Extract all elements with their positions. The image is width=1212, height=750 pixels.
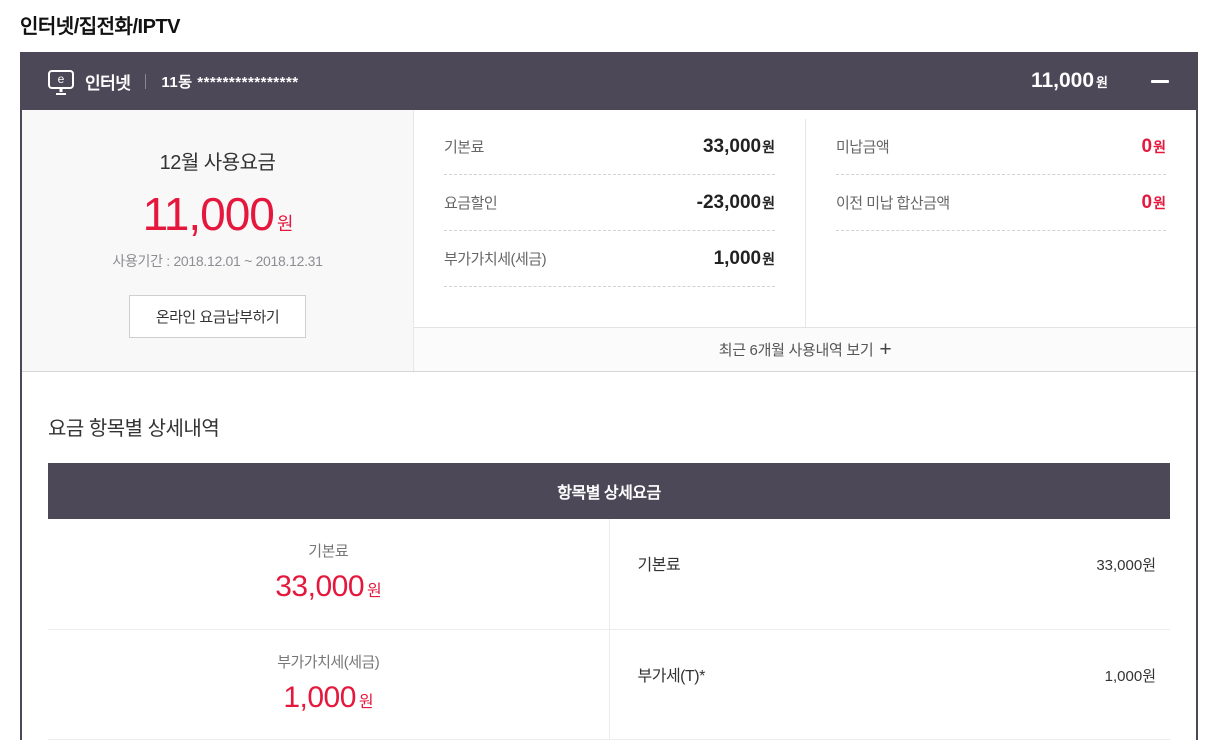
group-cell-basic: 기본료 33,000 원 <box>48 519 610 630</box>
unpaid-value-number: 0 <box>1141 135 1153 157</box>
fee-label: 기본료 <box>444 139 484 156</box>
collapse-minus-icon[interactable] <box>1150 71 1170 91</box>
item-label: 기본료 <box>637 557 681 574</box>
fee-label: 이전 미납 합산금액 <box>836 195 950 212</box>
item-cell-vat: 부가세(T)* 1,000원 <box>609 629 1170 740</box>
group-label: 기본료 <box>308 543 349 560</box>
summary-right: 기본료 33,000원 요금할인 -23,000원 부가가치세(세금) 1,00… <box>414 110 1196 371</box>
detail-section-title: 요금 항목별 상세내역 <box>48 418 220 440</box>
fee-value-unit: 원 <box>762 194 775 211</box>
table-row: 기본료 33,000 원 기본료 33,000원 <box>48 519 1170 630</box>
fee-value-unit: 원 <box>762 138 775 155</box>
unpaid-value-unit: 원 <box>1153 138 1166 155</box>
item-cell-basic: 기본료 33,000원 <box>609 519 1170 630</box>
internet-bill-card: e 인터넷 11동 **************** 11,000 원 12월 사… <box>20 52 1198 740</box>
group-value-unit: 원 <box>358 693 374 711</box>
fee-value-unit: 원 <box>762 250 775 267</box>
fee-value: 1,000원 <box>714 248 775 270</box>
month-usage-title: 12월 사용요금 <box>159 152 276 174</box>
recent-6month-history-link[interactable]: 최근 6개월 사용내역 보기 + <box>414 327 1196 371</box>
charge-breakdown-column: 기본료 33,000원 요금할인 -23,000원 부가가치세(세금) 1,00… <box>414 119 805 327</box>
group-value: 1,000 원 <box>48 681 609 715</box>
header-divider <box>145 73 147 89</box>
item-label: 부가세(T)* <box>637 667 706 685</box>
table-row: 부가가치세(세금) 1,000 원 부가세(T)* 1,000원 <box>48 629 1170 740</box>
fee-value-number: 1,000 <box>713 247 762 269</box>
fee-detail-section: 요금 항목별 상세내역 항목별 상세요금 기본료 33,000 원 기본료 3 <box>22 412 1196 740</box>
online-pay-button[interactable]: 온라인 요금납부하기 <box>128 295 307 338</box>
monthly-amount-number: 11,000 <box>142 188 275 240</box>
history-link-label: 최근 6개월 사용내역 보기 <box>718 342 874 359</box>
fee-row-discount: 요금할인 -23,000원 <box>444 175 775 231</box>
account-masked-label: 11동 **************** <box>161 73 299 91</box>
fee-row-basic: 기본료 33,000원 <box>444 119 775 175</box>
fee-row-vat: 부가가치세(세금) 1,000원 <box>444 231 775 287</box>
fee-label: 부가가치세(세금) <box>444 251 547 268</box>
bill-summary: 12월 사용요금 11,000 원 사용기간 : 2018.12.01 ~ 201… <box>22 110 1196 372</box>
monthly-amount-unit: 원 <box>276 214 294 234</box>
unpaid-value: 0원 <box>1142 136 1166 158</box>
service-label: 인터넷 <box>85 73 131 93</box>
group-value-number: 33,000 <box>275 570 365 603</box>
fee-value: -23,000원 <box>697 192 775 214</box>
bill-card-header: e 인터넷 11동 **************** 11,000 원 <box>22 52 1196 110</box>
fee-detail-table: 항목별 상세요금 기본료 33,000 원 기본료 33,000원 <box>48 463 1170 740</box>
page-title: 인터넷/집전화/IPTV <box>20 16 180 38</box>
unpaid-column: 미납금액 0원 이전 미납 합산금액 0원 <box>805 119 1196 327</box>
unpaid-row: 미납금액 0원 <box>836 119 1166 175</box>
summary-columns: 기본료 33,000원 요금할인 -23,000원 부가가치세(세금) 1,00… <box>414 110 1196 327</box>
header-total-amount: 11,000 원 <box>1031 69 1108 93</box>
group-label: 부가가치세(세금) <box>277 653 380 671</box>
unpaid-value: 0원 <box>1142 192 1166 214</box>
usage-period: 사용기간 : 2018.12.01 ~ 2018.12.31 <box>112 253 323 269</box>
unpaid-total-row: 이전 미납 합산금액 0원 <box>836 175 1166 231</box>
group-value: 33,000 원 <box>48 570 609 604</box>
header-amount-number: 11,000 <box>1030 69 1095 92</box>
item-value: 1,000원 <box>1104 667 1156 685</box>
header-amount-unit: 원 <box>1096 75 1108 90</box>
fee-value-number: 33,000 <box>702 135 762 157</box>
fee-label: 요금할인 <box>444 195 498 212</box>
unpaid-value-number: 0 <box>1141 191 1153 213</box>
group-value-unit: 원 <box>367 583 382 600</box>
monthly-amount: 11,000 원 <box>22 187 413 241</box>
item-value: 33,000원 <box>1096 557 1156 574</box>
fee-value: 33,000원 <box>703 136 775 158</box>
monthly-total-panel: 12월 사용요금 11,000 원 사용기간 : 2018.12.01 ~ 201… <box>22 110 414 371</box>
unpaid-value-unit: 원 <box>1153 194 1166 211</box>
group-cell-vat: 부가가치세(세금) 1,000 원 <box>48 629 610 740</box>
plus-icon: + <box>879 338 892 361</box>
detail-table-header: 항목별 상세요금 <box>48 463 1170 519</box>
header-right: 11,000 원 <box>1031 69 1170 93</box>
fee-label: 미납금액 <box>836 139 890 156</box>
group-value-number: 1,000 <box>283 680 356 714</box>
internet-monitor-icon: e <box>48 69 74 89</box>
fee-value-number: -23,000 <box>696 191 762 213</box>
